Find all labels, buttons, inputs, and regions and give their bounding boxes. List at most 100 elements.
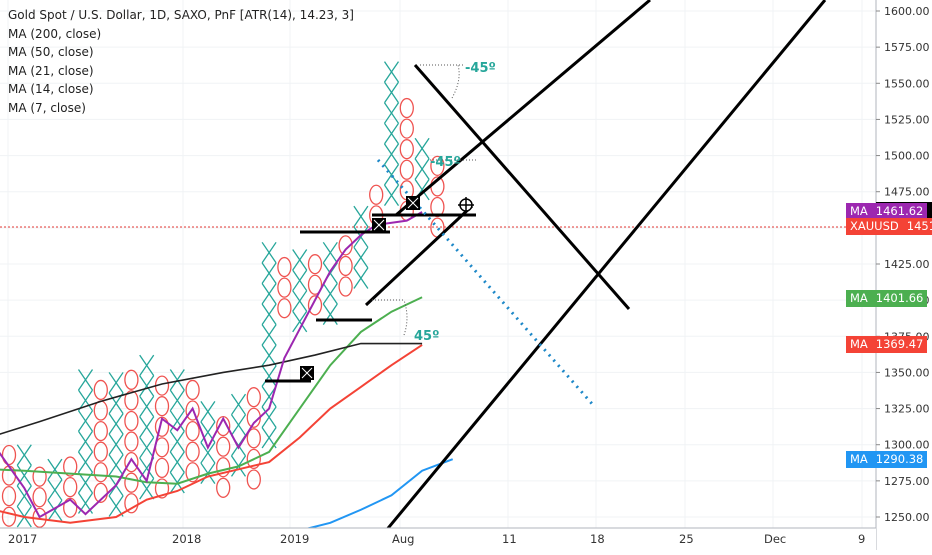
o-box xyxy=(216,436,231,457)
time-tick-label: Dec xyxy=(764,532,786,546)
o-box xyxy=(246,387,261,408)
o-box xyxy=(185,441,200,462)
x-box xyxy=(261,406,277,428)
legend-ma-21[interactable]: MA (21, close) xyxy=(8,63,94,78)
o-box xyxy=(185,420,200,442)
o-box xyxy=(338,255,353,277)
x-box xyxy=(383,184,400,206)
x-box xyxy=(108,495,124,517)
price-badge: MA 1461.62 xyxy=(846,203,928,221)
price-badge-tag: MA xyxy=(846,450,872,468)
marker-box-x xyxy=(373,219,385,231)
o-box xyxy=(1,506,17,527)
price-badge: MA 1369.47 xyxy=(846,336,928,354)
x-box xyxy=(139,437,155,459)
o-box xyxy=(307,274,323,295)
price-tick-label: 1500.00 xyxy=(884,150,930,163)
price-badge: MA 1290.38 xyxy=(846,450,928,468)
x-box xyxy=(16,444,32,466)
o-box xyxy=(124,410,139,432)
x-box xyxy=(108,454,124,476)
x-box xyxy=(108,372,124,394)
x-box xyxy=(414,158,430,180)
price-tick-label: 1275.00 xyxy=(884,475,930,488)
x-box xyxy=(47,458,63,481)
x-box xyxy=(292,310,308,333)
time-tick-label: 9 xyxy=(858,532,865,546)
price-badge: MA 1401.66 xyxy=(846,289,928,307)
ma-14-line xyxy=(0,342,423,435)
x-box xyxy=(200,442,216,464)
x-box xyxy=(322,241,338,264)
x-box xyxy=(169,451,185,473)
o-box xyxy=(93,379,108,401)
x-box xyxy=(322,283,338,305)
legend-ma-200[interactable]: MA (200, close) xyxy=(8,26,102,41)
x-box xyxy=(108,433,124,456)
o-box xyxy=(246,428,261,449)
x-box xyxy=(292,249,308,271)
marker-box-x xyxy=(301,367,313,379)
o-box xyxy=(430,155,445,176)
o-box xyxy=(32,487,47,508)
trend-drawings[interactable]: -45º -45º 45º xyxy=(0,0,876,551)
x-box xyxy=(292,269,308,292)
price-badge-tag: MA xyxy=(846,203,872,221)
price-tick-label: 1600.00 xyxy=(884,5,930,18)
price-tick-label: 1575.00 xyxy=(884,41,930,54)
x-box xyxy=(47,499,63,522)
x-box xyxy=(383,122,400,145)
angle-label: -45º xyxy=(430,155,461,170)
o-box xyxy=(124,493,139,514)
x-box xyxy=(261,303,277,325)
x-box xyxy=(261,344,277,367)
x-box xyxy=(353,205,369,228)
x-box xyxy=(261,324,277,346)
time-tick-label: 18 xyxy=(590,532,605,546)
legend-ma-14[interactable]: MA (14, close) xyxy=(8,82,94,96)
legend-ma-7[interactable]: MA (7, close) xyxy=(8,100,86,115)
x-box xyxy=(77,369,94,391)
x-box xyxy=(47,479,63,501)
price-badge-value: 1401.66 xyxy=(871,289,928,307)
x-box xyxy=(169,389,185,412)
o-box xyxy=(93,420,108,442)
time-tick-label: 2017 xyxy=(8,532,37,546)
price-badge-value: 1369.47 xyxy=(871,336,928,354)
time-axis[interactable]: 2017 2018 2019 Aug 11 18 25 Dec 9 xyxy=(0,527,876,550)
time-tick-label: 11 xyxy=(502,532,517,546)
o-box xyxy=(338,276,353,297)
price-badge-value: 1451.46 xyxy=(902,217,932,235)
x-box xyxy=(261,283,277,305)
x-box xyxy=(353,226,369,248)
price-tick-label: 1300.00 xyxy=(884,439,930,452)
angle-label: 45º xyxy=(414,329,439,344)
o-box xyxy=(216,477,231,498)
o-box xyxy=(124,369,139,390)
ma-200-line xyxy=(284,458,454,536)
x-box xyxy=(261,365,277,387)
o-box xyxy=(1,486,17,507)
o-box xyxy=(369,184,384,205)
price-tick-label: 1425.00 xyxy=(884,258,930,271)
o-box xyxy=(154,396,170,417)
o-box xyxy=(277,298,292,319)
x-box xyxy=(383,102,400,124)
time-tick-label: 25 xyxy=(679,532,694,546)
o-box xyxy=(124,451,139,473)
legend-ma-50[interactable]: MA (50, close) xyxy=(8,45,94,59)
x-box xyxy=(139,354,155,377)
x-box xyxy=(261,262,277,284)
x-box xyxy=(414,137,430,160)
marker-box-x xyxy=(407,197,419,209)
grid-lines xyxy=(0,0,876,528)
time-axis-bg xyxy=(0,528,876,550)
price-badge: XAUUSD1451.46 xyxy=(846,217,932,235)
x-box xyxy=(353,267,369,289)
legend-title[interactable]: Gold Spot / U.S. Dollar, 1D, SAXO, PnF [… xyxy=(8,8,354,22)
x-box xyxy=(261,241,277,264)
o-box xyxy=(124,431,139,452)
pnf-boxes xyxy=(1,61,445,528)
